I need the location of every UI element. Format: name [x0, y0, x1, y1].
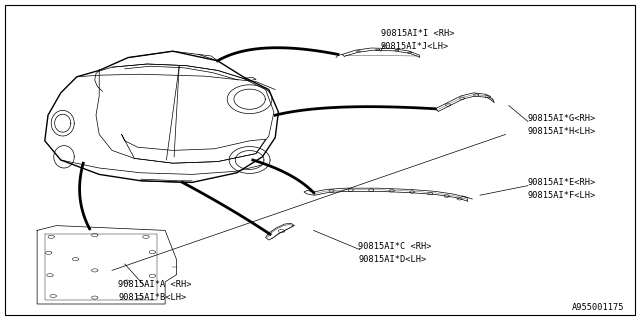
Text: 90815AI*I <RH>: 90815AI*I <RH>: [381, 29, 454, 38]
Text: 90815AI*E<RH>: 90815AI*E<RH>: [528, 178, 596, 187]
Text: 90815AI*J<LH>: 90815AI*J<LH>: [381, 42, 449, 51]
Text: 90815AI*F<LH>: 90815AI*F<LH>: [528, 191, 596, 200]
Text: 90815AI*C <RH>: 90815AI*C <RH>: [358, 242, 432, 251]
Text: 90815AI*A <RH>: 90815AI*A <RH>: [118, 280, 192, 289]
Text: 90815AI*B<LH>: 90815AI*B<LH>: [118, 293, 187, 302]
Text: 90815AI*H<LH>: 90815AI*H<LH>: [528, 127, 596, 136]
Text: 90815AI*G<RH>: 90815AI*G<RH>: [528, 114, 596, 123]
Text: A955001175: A955001175: [572, 303, 624, 312]
Text: 90815AI*D<LH>: 90815AI*D<LH>: [358, 255, 427, 264]
